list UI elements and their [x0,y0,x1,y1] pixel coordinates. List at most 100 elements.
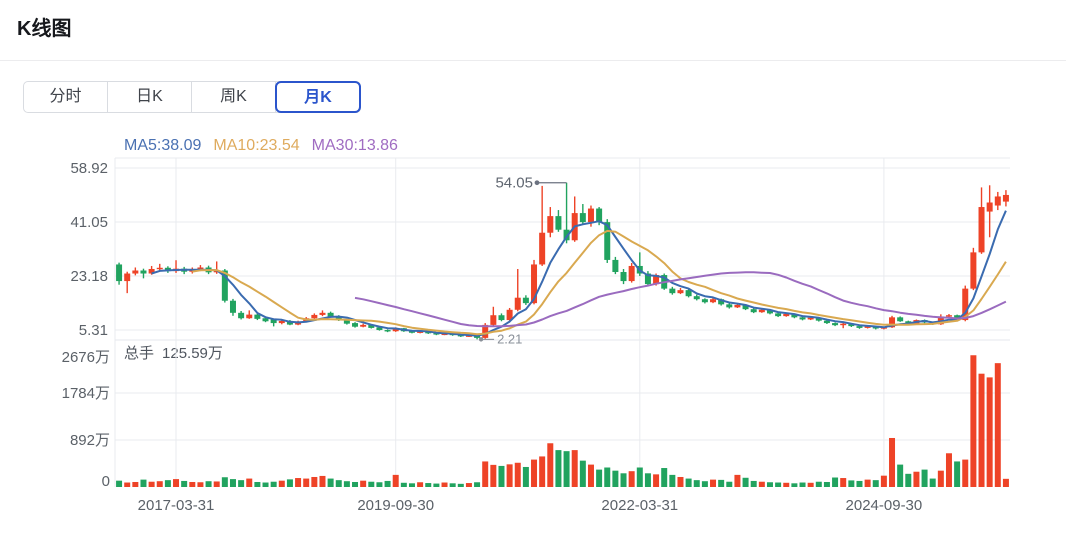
volume-bar[interactable] [164,480,171,487]
volume-bar[interactable] [262,482,269,487]
volume-bar[interactable] [823,481,830,487]
candle[interactable] [986,185,993,238]
volume-bar[interactable] [669,474,676,487]
candle[interactable] [254,313,261,321]
volume-bar[interactable] [710,479,717,487]
candle[interactable] [840,322,847,329]
volume-bar[interactable] [417,482,424,487]
candle[interactable] [823,320,830,324]
volume-bar[interactable] [807,482,814,487]
tab-minute[interactable]: 分时 [24,82,108,112]
volume-bar[interactable] [571,450,578,487]
volume-bar[interactable] [124,482,131,487]
volume-bar[interactable] [766,482,773,487]
volume-bar[interactable] [604,467,611,487]
volume-bar[interactable] [319,475,326,487]
volume-bar[interactable] [376,482,383,487]
candle[interactable] [319,310,326,317]
volume-bar[interactable] [474,482,481,487]
volume-bar[interactable] [815,481,822,487]
volume-bar[interactable] [311,476,318,487]
tab-monthly[interactable]: 月K [275,81,361,113]
volume-bar[interactable] [360,480,367,487]
volume-bar[interactable] [734,474,741,487]
volume-bar[interactable] [775,482,782,487]
candle[interactable] [246,310,253,319]
candle[interactable] [579,204,586,225]
volume-bar[interactable] [913,471,920,487]
volume-bar[interactable] [1002,478,1009,487]
volume-bar[interactable] [132,481,139,487]
volume-bar[interactable] [962,459,969,487]
candle[interactable] [124,271,131,294]
volume-bar[interactable] [213,481,220,487]
volume-bar[interactable] [587,464,594,487]
volume-bar[interactable] [221,477,228,487]
volume-bar[interactable] [522,466,529,487]
volume-bar[interactable] [661,468,668,487]
candle[interactable] [571,196,578,242]
volume-bar[interactable] [718,479,725,487]
volume-bar[interactable] [482,461,489,487]
volume-bar[interactable] [181,480,188,487]
volume-bar[interactable] [840,478,847,487]
candle[interactable] [555,210,562,232]
volume-bar[interactable] [636,467,643,487]
volume-bar[interactable] [628,471,635,487]
candle[interactable] [352,322,359,328]
volume-bar[interactable] [701,481,708,487]
volume-bar[interactable] [897,464,904,487]
volume-bar[interactable] [352,481,359,487]
candle[interactable] [669,286,676,295]
volume-bar[interactable] [970,355,977,487]
volume-bar[interactable] [994,363,1001,487]
volume-bar[interactable] [579,460,586,487]
candle[interactable] [620,268,627,285]
candle[interactable] [156,263,163,272]
volume-bar[interactable] [758,481,765,487]
candle[interactable] [677,288,684,295]
volume-bar[interactable] [612,470,619,487]
candle[interactable] [238,310,245,320]
volume-bar[interactable] [872,480,879,487]
volume-bar[interactable] [685,478,692,487]
volume-bar[interactable] [303,478,310,487]
volume-bar[interactable] [246,478,253,487]
volume-bar[interactable] [449,483,456,487]
candle[interactable] [978,187,985,254]
candle[interactable] [506,307,513,321]
volume-bar[interactable] [693,480,700,487]
volume-bar[interactable] [343,481,350,487]
volume-bar[interactable] [197,482,204,487]
tab-daily[interactable]: 日K [108,82,192,112]
volume-bar[interactable] [408,483,415,487]
candle[interactable] [693,294,700,301]
volume-bar[interactable] [799,482,806,487]
volume-bar[interactable] [937,470,944,487]
volume-bar[interactable] [433,483,440,487]
volume-bar[interactable] [531,459,538,487]
volume-bar[interactable] [547,443,554,487]
volume-bar[interactable] [254,481,261,487]
volume-bar[interactable] [539,456,546,487]
volume-bar[interactable] [173,479,180,487]
candle[interactable] [994,191,1001,211]
volume-bar[interactable] [742,477,749,487]
volume-bar[interactable] [189,481,196,487]
candle[interactable] [832,322,839,327]
candle[interactable] [221,268,228,303]
volume-bar[interactable] [465,483,472,487]
volume-bar[interactable] [384,480,391,487]
volume-bar[interactable] [677,476,684,487]
volume-bar[interactable] [620,473,627,487]
volume-bar[interactable] [986,377,993,487]
volume-bar[interactable] [229,479,236,487]
candle[interactable] [490,306,497,326]
volume-bar[interactable] [327,478,334,487]
volume-bar[interactable] [205,481,212,487]
volume-bar[interactable] [368,481,375,487]
volume-bar[interactable] [954,461,961,487]
volume-bar[interactable] [978,373,985,487]
volume-bar[interactable] [392,474,399,487]
volume-bar[interactable] [335,480,342,487]
